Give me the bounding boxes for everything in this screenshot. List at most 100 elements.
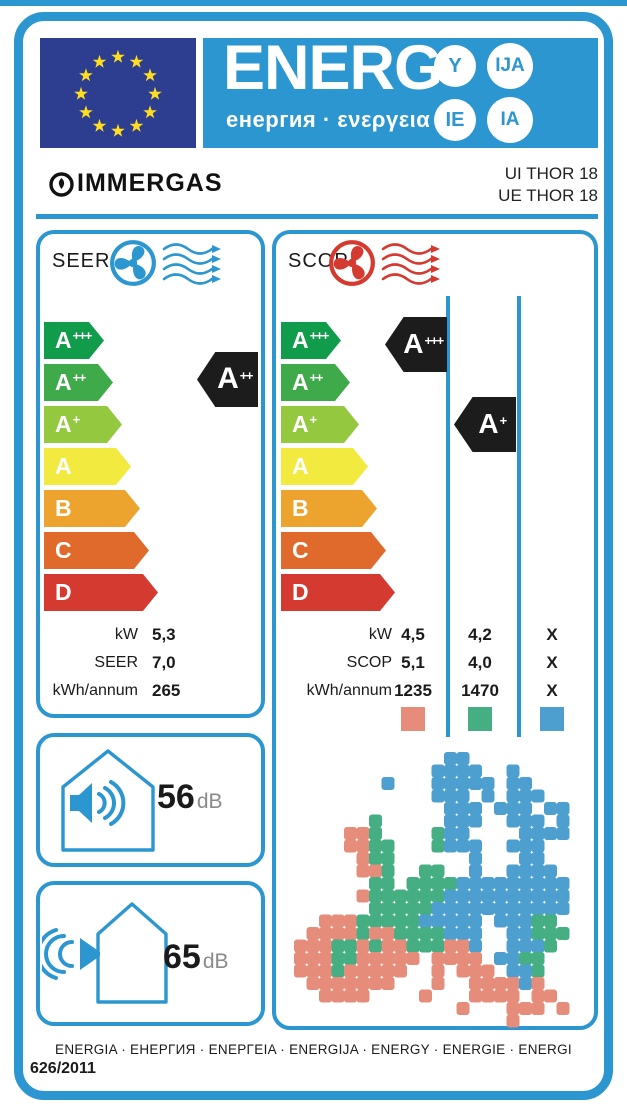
map-zone-cell (481, 777, 495, 790)
map-zone-cell (494, 902, 507, 915)
map-zone-cell (419, 902, 432, 915)
map-zone-cell (519, 814, 532, 828)
map-zone-cell (331, 989, 345, 1003)
zone-legend-square-average (468, 707, 492, 731)
map-zone-cell (481, 889, 495, 903)
map-zone-cell (381, 927, 395, 940)
map-zone-cell (381, 914, 395, 928)
map-zone-cell (456, 927, 470, 940)
energ-ending-ia: IA (487, 97, 533, 143)
map-zone-cell (381, 889, 395, 903)
map-zone-cell (394, 952, 407, 965)
energ-wordmark: ENERG (223, 33, 443, 103)
europe-climate-map (294, 752, 570, 1028)
eu-star (143, 105, 157, 119)
map-zone-cell (444, 777, 457, 790)
map-zone-cell (431, 914, 445, 928)
map-zone-cell (381, 852, 395, 865)
map-zone-cell (294, 952, 307, 965)
seer-row-value: 7,0 (152, 653, 176, 672)
eu-star (129, 118, 144, 132)
map-zone-cell (444, 914, 457, 928)
map-zone-cell (369, 927, 382, 940)
map-zone-cell (444, 902, 457, 915)
map-zone-cell (506, 977, 520, 990)
zone-legend-square-colder (540, 707, 564, 731)
map-zone-cell (431, 977, 445, 990)
map-zone-cell (344, 914, 357, 928)
map-zone-cell (506, 777, 520, 790)
map-zone-cell (344, 977, 357, 990)
map-zone-cell (344, 839, 357, 853)
class-arrow-a: A (281, 448, 368, 485)
map-zone-cell (544, 889, 557, 903)
scop-value-average: 1470 (461, 681, 499, 700)
map-zone-cell (469, 964, 482, 978)
map-zone-cell (444, 764, 457, 778)
map-zone-cell (456, 1002, 470, 1015)
map-zone-cell (519, 839, 532, 853)
map-zone-cell (506, 839, 520, 853)
scop-value-warmer: 4,5 (401, 625, 425, 644)
map-zone-cell (331, 927, 345, 940)
scop-value-warmer: 1235 (394, 681, 432, 700)
map-zone-cell (431, 789, 445, 803)
map-zone-cell (481, 789, 495, 803)
map-zone-cell (356, 914, 370, 928)
map-zone-cell (356, 864, 370, 878)
class-arrow-b: B (44, 490, 140, 527)
map-zone-cell (506, 764, 520, 778)
map-zone-cell (506, 802, 520, 815)
map-zone-cell (456, 789, 470, 803)
map-zone-cell (369, 914, 382, 928)
seer-row-value: 5,3 (152, 625, 176, 644)
eu-star (129, 54, 144, 68)
map-zone-cell (331, 914, 345, 928)
outdoor-noise-icon (42, 902, 168, 1004)
regulation-number: 626/2011 (30, 1060, 96, 1077)
map-zone-cell (356, 952, 370, 965)
map-zone-cell (369, 852, 382, 865)
map-zone-cell (456, 827, 470, 840)
seer-title: SEER (52, 250, 111, 272)
map-zone-cell (456, 964, 470, 978)
scop-value-colder: X (546, 653, 558, 672)
cooling-fan-icon (110, 240, 156, 286)
eu-stars-icon (74, 49, 162, 137)
map-zone-cell (331, 977, 345, 990)
map-zone-cell (394, 889, 407, 903)
map-zone-cell (406, 927, 420, 940)
map-zone-cell (469, 864, 482, 878)
map-zone-cell (456, 802, 470, 815)
map-zone-cell (431, 777, 445, 790)
model-names: UI THOR 18 UE THOR 18 (298, 163, 598, 207)
map-zone-cell (456, 877, 470, 890)
indoor-noise-icon (61, 749, 155, 852)
map-zone-cell (506, 964, 520, 978)
map-zone-cell (431, 939, 445, 953)
map-zone-cell (494, 952, 507, 965)
immergas-logo-icon (49, 172, 74, 197)
map-zone-cell (381, 864, 395, 878)
map-zone-cell (506, 939, 520, 953)
map-zone-cell (381, 939, 395, 953)
map-zone-cell (531, 939, 545, 953)
map-zone-cell (531, 827, 545, 840)
map-zone-cell (331, 952, 345, 965)
map-zone-cell (344, 939, 357, 953)
map-zone-cell (431, 827, 445, 840)
scop-row-label: kWh/annum (306, 682, 392, 699)
map-zone-cell (356, 964, 370, 978)
map-zone-cell (356, 839, 370, 853)
map-zone-cell (519, 927, 532, 940)
map-zone-cell (531, 852, 545, 865)
map-zone-cell (319, 939, 332, 953)
zone-divider-1 (446, 296, 450, 737)
map-zone-cell (469, 814, 482, 828)
map-zone-cell (469, 977, 482, 990)
class-arrow-a: A (44, 448, 131, 485)
outdoor-noise-panel (36, 881, 265, 1026)
map-zone-cell (356, 852, 370, 865)
map-zone-cell (519, 952, 532, 965)
